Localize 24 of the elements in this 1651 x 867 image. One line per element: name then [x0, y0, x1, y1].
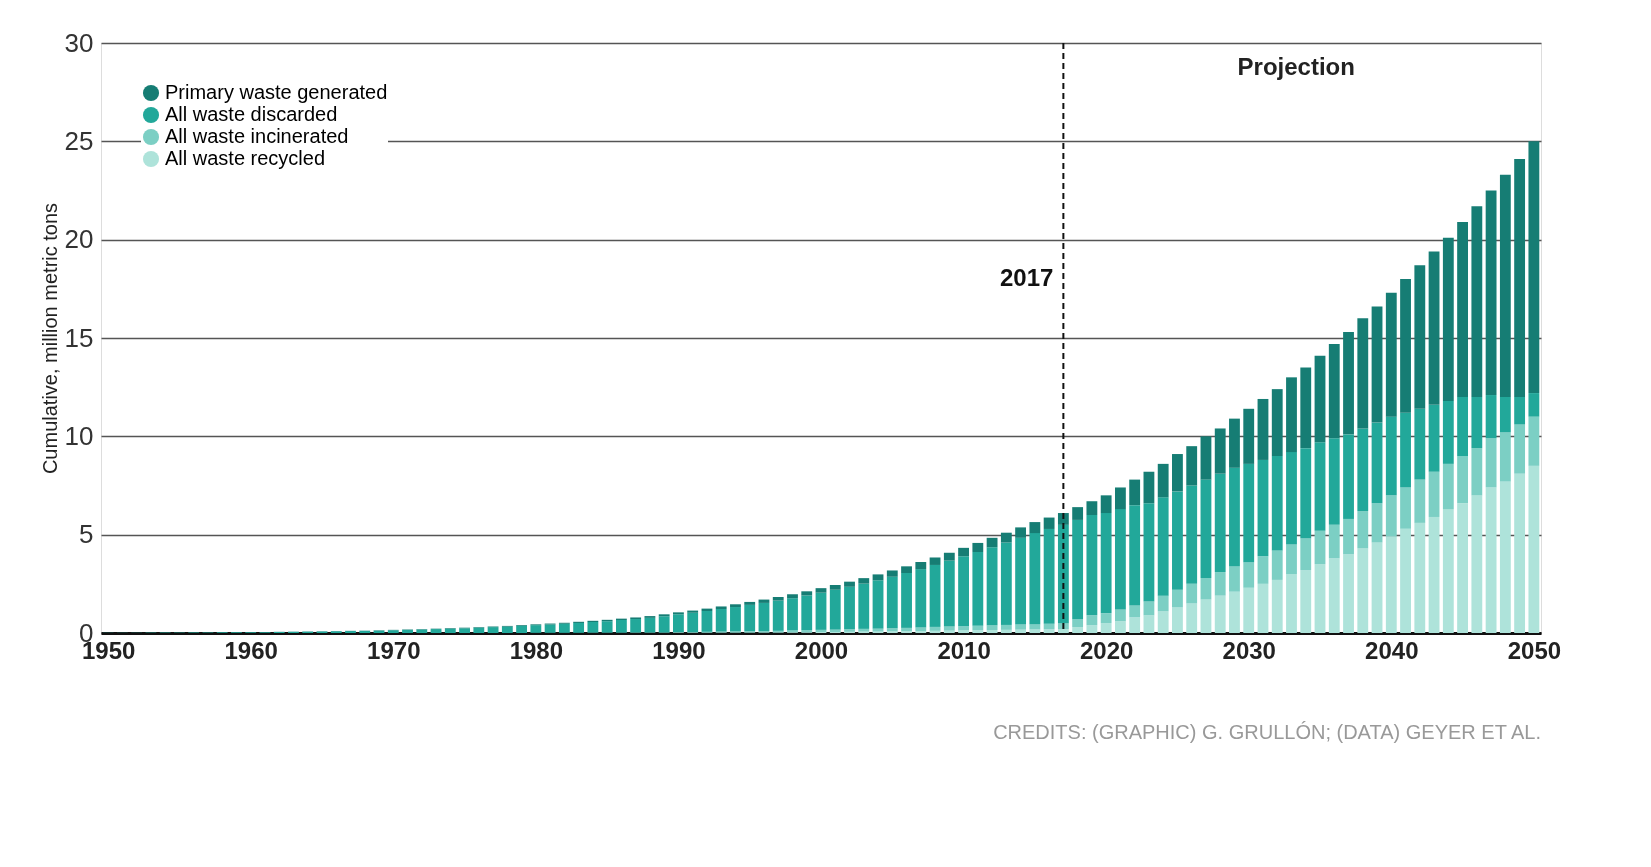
x-tick-label: 1990 — [652, 636, 706, 664]
x-tick-label: 2020 — [1079, 636, 1134, 664]
x-tick-label: 1980 — [509, 636, 564, 664]
annotation: Projection — [1237, 53, 1355, 80]
ref-line-label: 2017 — [999, 264, 1054, 291]
y-tick-label: 25 — [64, 125, 94, 156]
x-tick-label: 2000 — [794, 636, 849, 664]
legend-label: All waste incinerated — [165, 125, 349, 147]
y-tick-label: 5 — [79, 519, 94, 550]
text: CREDITS: (GRAPHIC) G. GRULLÓN; (DATA) GEYER ET AL. — [993, 721, 1541, 743]
legend-label: All waste discarded — [165, 103, 338, 125]
x-tick-label: 2030 — [1222, 636, 1276, 664]
y-tick-label: 20 — [64, 224, 94, 255]
y-axis-title: Cumulative, million metric tons — [38, 202, 61, 475]
x-tick-label: 2010 — [937, 636, 991, 664]
legend-label: All waste recycled — [165, 147, 326, 169]
y-tick-label: 30 — [64, 27, 94, 58]
x-tick-label: 1970 — [367, 636, 421, 664]
x-tick-label: 1960 — [224, 636, 278, 664]
x-tick-label: 2040 — [1365, 636, 1419, 664]
legend-label: Primary waste generated — [165, 81, 388, 103]
x-tick-label: 2050 — [1507, 636, 1562, 664]
y-tick-label: 10 — [64, 420, 94, 451]
y-tick-label: 15 — [64, 322, 94, 353]
